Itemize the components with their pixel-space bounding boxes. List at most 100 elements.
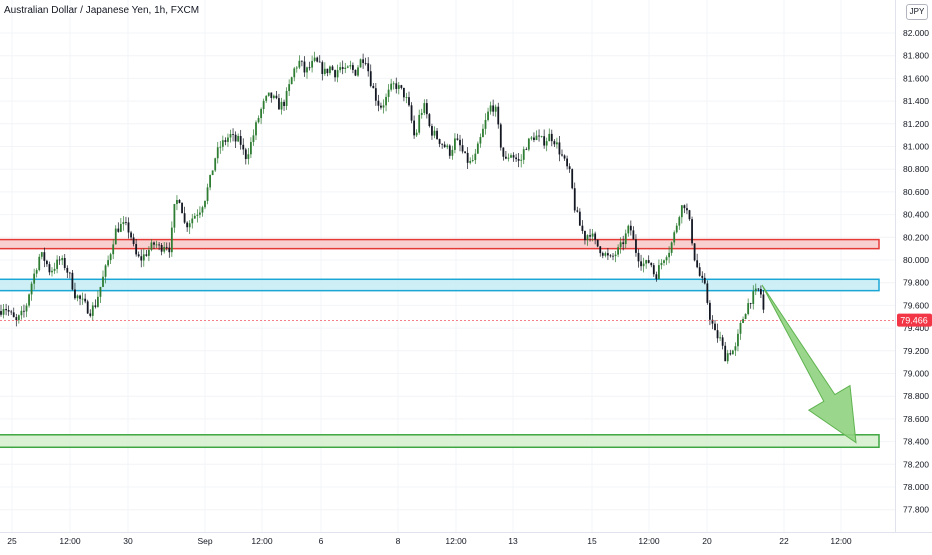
candle-up (298, 60, 301, 68)
candle-up (114, 228, 117, 245)
projection-arrow (761, 284, 857, 444)
currency-button[interactable]: JPY (906, 4, 928, 20)
candle-up (527, 138, 530, 150)
candle-down (321, 62, 324, 74)
candle-up (617, 247, 619, 255)
candle-down (502, 147, 505, 157)
candle-up (415, 132, 418, 136)
candle-up (313, 57, 316, 61)
candle-up (25, 305, 28, 312)
candle-down (703, 277, 706, 284)
candle-up (306, 67, 308, 73)
candle-up (201, 207, 204, 213)
candle-down (354, 69, 357, 76)
candle-up (51, 270, 53, 273)
price-tick-label: 79.200 (903, 346, 929, 356)
candle-up (329, 66, 331, 74)
candle-down (599, 246, 602, 254)
candle-down (137, 254, 140, 257)
candle-up (344, 67, 347, 69)
candle-up (221, 140, 224, 147)
candle-down (749, 303, 752, 304)
candle-up (17, 315, 20, 321)
price-tick-label: 77.800 (903, 505, 929, 515)
price-tick-label: 81.000 (903, 142, 929, 152)
candle-down (413, 120, 415, 136)
candle-up (280, 101, 283, 110)
candle-up (556, 142, 558, 145)
candle-up (323, 68, 326, 74)
candle-up (405, 97, 408, 98)
candle-layer (0, 51, 765, 364)
candle-down (160, 245, 163, 252)
candle-down (58, 259, 61, 261)
candle-up (155, 244, 158, 246)
candle-down (443, 144, 446, 148)
candle-up (216, 147, 219, 159)
candle-down (15, 317, 18, 321)
candle-down (140, 256, 143, 261)
candle-down (331, 66, 334, 71)
candle-down (158, 244, 160, 246)
candle-up (642, 263, 645, 267)
candle-down (428, 114, 431, 127)
candle-down (629, 225, 632, 231)
time-tick-label: 20 (702, 536, 712, 546)
candle-up (739, 322, 742, 334)
candle-down (341, 67, 344, 69)
time-tick-label: 12:00 (251, 536, 273, 546)
candle-up (454, 138, 456, 150)
candle-down (760, 289, 762, 295)
candle-up (619, 242, 622, 248)
candle-up (658, 265, 660, 279)
price-tick-label: 80.600 (903, 187, 929, 197)
candle-down (270, 92, 273, 98)
price-axis[interactable]: 82.000 81.800 81.600 81.400 81.200 81.000 80.8… (903, 28, 929, 515)
candle-up (387, 89, 390, 97)
price-tick-label: 81.800 (903, 51, 929, 61)
price-tick-label: 82.000 (903, 28, 929, 38)
candle-down (431, 126, 433, 136)
candle-up (645, 260, 648, 264)
candle-down (186, 222, 189, 228)
candle-down (74, 289, 76, 299)
candle-down (492, 105, 495, 112)
candle-down (632, 230, 635, 240)
candle-up (214, 158, 217, 171)
time-tick-label: 25 (7, 536, 17, 546)
price-tick-label: 79.800 (903, 278, 929, 288)
candle-down (303, 61, 306, 73)
candle-up (474, 153, 477, 161)
candle-up (482, 128, 484, 138)
candle-up (392, 83, 395, 85)
candle-down (165, 246, 168, 248)
time-axis[interactable]: 25 12:00 30 Sep 12:00 6 8 12:00 13 15 12:00 20 22 12:… (7, 536, 852, 546)
candle-up (627, 225, 630, 234)
candle-down (568, 166, 571, 170)
candle-up (247, 154, 250, 160)
candle-up (418, 114, 421, 133)
candle-down (89, 313, 92, 316)
candle-up (476, 143, 479, 154)
candle-down (436, 130, 438, 140)
price-tick-label: 81.600 (903, 73, 929, 83)
candle-up (339, 67, 342, 71)
price-tick-label: 80.200 (903, 232, 929, 242)
candle-up (494, 106, 497, 112)
candle-down (377, 100, 380, 106)
projection-arrow-layer (761, 284, 857, 444)
candle-up (678, 217, 681, 226)
candle-up (206, 187, 209, 201)
candle-up (20, 310, 23, 316)
candle-up (91, 305, 94, 316)
candle-down (403, 87, 405, 98)
candle-down (316, 57, 319, 62)
candle-down (515, 157, 517, 160)
candle-down (86, 301, 89, 314)
candle-down (688, 210, 691, 220)
candle-down (367, 63, 370, 72)
candle-up (359, 59, 362, 68)
candle-up (295, 67, 298, 69)
